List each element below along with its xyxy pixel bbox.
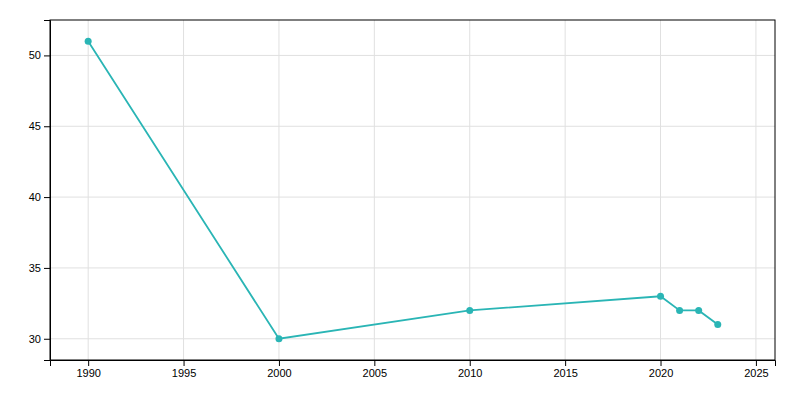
tick: 35 (29, 262, 50, 274)
point (466, 307, 473, 314)
tick-label: 40 (29, 191, 41, 203)
x-axis: 1990 1995 2000 2005 2010 2015 2020 2025 (51, 360, 776, 379)
tick-mark (44, 268, 50, 269)
tick-label: 50 (29, 49, 41, 61)
marks (85, 38, 722, 343)
tick: 45 (29, 120, 50, 132)
plot-frame (50, 20, 775, 360)
tick: 2010 (458, 360, 482, 379)
tick-mark (184, 360, 185, 366)
grid-line-y (50, 197, 775, 198)
point (714, 321, 721, 328)
grid-line-x (88, 20, 89, 360)
tick-label: 1990 (76, 367, 100, 379)
tick: 2020 (649, 360, 673, 379)
tick: 2015 (553, 360, 577, 379)
tick-label: 2000 (267, 367, 291, 379)
tick-label: 2020 (649, 367, 673, 379)
tick-mark (88, 360, 89, 366)
grid (50, 20, 775, 360)
tick: 50 (29, 49, 50, 61)
tick-mark (44, 339, 50, 340)
point (676, 307, 683, 314)
point (85, 38, 92, 45)
grid-line-x (755, 20, 756, 360)
point (657, 293, 664, 300)
tick-mark (565, 360, 566, 366)
y-axis: 30 35 40 45 50 (29, 21, 51, 361)
tick-mark (374, 360, 375, 366)
grid-line-x (374, 20, 375, 360)
grid-line-y (50, 338, 775, 339)
tick: 2025 (744, 360, 768, 379)
tick-mark (470, 360, 471, 366)
grid-line-y (50, 126, 775, 127)
tick-mark (279, 360, 280, 366)
tick-label: 30 (29, 333, 41, 345)
tick-label: 2005 (363, 367, 387, 379)
axis-line (51, 361, 776, 367)
tick: 30 (29, 333, 50, 345)
tick-label: 2015 (553, 367, 577, 379)
tick-label: 2025 (744, 367, 768, 379)
point (275, 335, 282, 342)
chart: 1990 1995 2000 2005 2010 2015 2020 2025 30 35 40 45… (0, 0, 800, 400)
tick-mark (756, 360, 757, 366)
tick-mark (44, 197, 50, 198)
tick: 40 (29, 191, 50, 203)
grid-line-y (50, 55, 775, 56)
grid-line-y (50, 267, 775, 268)
tick-mark (44, 55, 50, 56)
tick: 1995 (172, 360, 196, 379)
tick-label: 35 (29, 262, 41, 274)
tick-label: 1995 (172, 367, 196, 379)
tick-label: 45 (29, 120, 41, 132)
grid-line-x (278, 20, 279, 360)
tick-label: 2010 (458, 367, 482, 379)
grid-line-x (565, 20, 566, 360)
axis-line (44, 21, 51, 361)
tick: 2005 (363, 360, 387, 379)
point (695, 307, 702, 314)
plot: 1990 1995 2000 2005 2010 2015 2020 2025 30 35 40 45… (29, 20, 776, 379)
tick: 1990 (76, 360, 100, 379)
grid-line-x (660, 20, 661, 360)
tick-mark (44, 126, 50, 127)
tick-mark (661, 360, 662, 366)
line (88, 41, 718, 339)
tick: 2000 (267, 360, 291, 379)
